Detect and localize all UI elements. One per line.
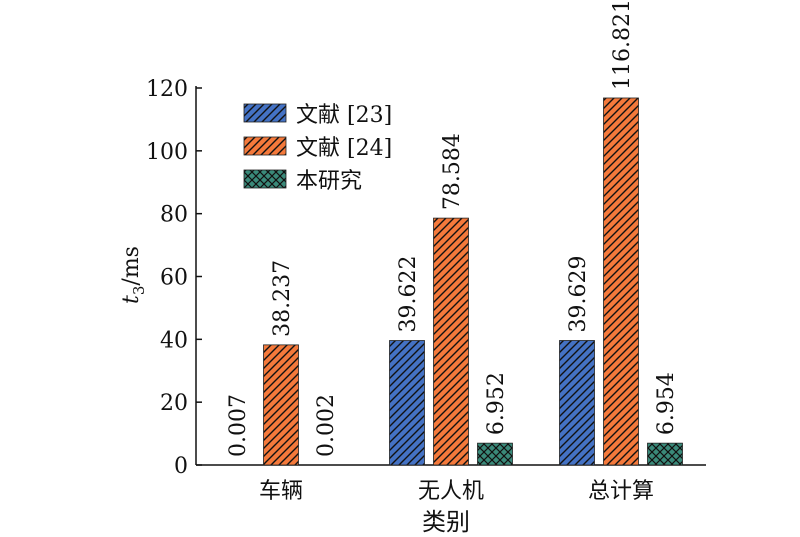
- x-axis-title: 类别: [422, 508, 470, 536]
- x-tick-label: 车辆: [259, 479, 303, 504]
- data-label: 0.002: [314, 394, 339, 457]
- y-tick-label: 120: [146, 77, 188, 102]
- data-label: 0.007: [226, 394, 251, 457]
- legend-swatch: [243, 136, 287, 156]
- value-labels: 0.007 39.622 39.629 38.237 78.584 116.821 0.00…: [226, 0, 679, 457]
- y-tick-label: 40: [160, 328, 188, 353]
- y-tick-label: 60: [160, 266, 188, 291]
- bar: [263, 344, 299, 466]
- data-label: 38.237: [270, 260, 295, 337]
- legend-label: 文献 [24]: [296, 136, 392, 161]
- bars: [263, 97, 683, 466]
- legend-swatch: [243, 103, 287, 123]
- legend-swatch: [243, 169, 287, 189]
- legend-label: 本研究: [296, 169, 362, 194]
- bar: [647, 442, 683, 466]
- data-label: 6.954: [654, 372, 679, 435]
- x-tick-label: 无人机: [418, 479, 484, 504]
- data-label: 116.821: [610, 0, 635, 90]
- bar: [559, 340, 595, 466]
- data-label: 39.622: [396, 256, 421, 333]
- y-tick-label: 20: [160, 391, 188, 416]
- bar: [433, 217, 469, 466]
- y-tick-label: 100: [146, 140, 188, 165]
- bar: [477, 442, 513, 466]
- axes: 0 20 40 60 80 100 120 车辆 无人机 总计算: [146, 77, 706, 504]
- data-label: 78.584: [440, 133, 465, 210]
- data-label: 39.629: [566, 256, 591, 333]
- x-tick-label: 总计算: [588, 479, 654, 504]
- y-tick-label: 0: [174, 454, 188, 479]
- data-label: 6.952: [484, 372, 509, 435]
- y-axis-title: t3/ms: [119, 246, 148, 304]
- bar: [389, 340, 425, 466]
- legend-label: 文献 [23]: [296, 103, 392, 128]
- bar: [603, 97, 639, 466]
- legend: 文献 [23] 文献 [24] 本研究: [243, 103, 392, 194]
- y-tick-label: 80: [160, 203, 188, 228]
